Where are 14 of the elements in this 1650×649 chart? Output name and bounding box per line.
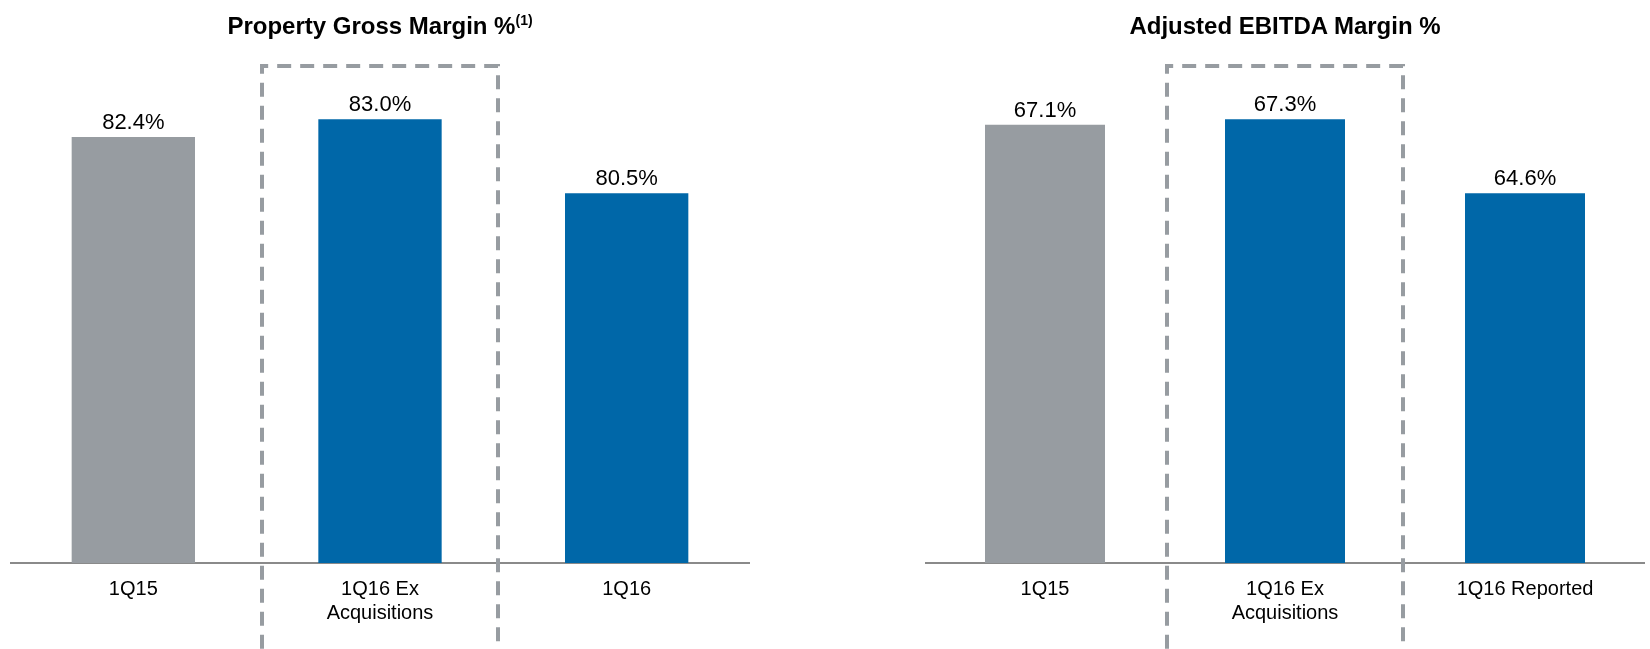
x-tick-label: 1Q16 Ex Acquisitions	[1231, 576, 1339, 623]
data-label: 67.1%	[1013, 96, 1077, 122]
data-label: 64.6%	[1493, 165, 1557, 191]
chart-title: Adjusted EBITDA Margin %	[1128, 12, 1442, 40]
data-label: 80.5%	[595, 165, 658, 191]
x-tick-label: 1Q16 Reported	[1456, 576, 1594, 599]
data-label: 83.0%	[348, 91, 412, 117]
data-label: 67.3%	[1253, 91, 1317, 117]
data-label: 82.4%	[102, 108, 165, 134]
x-tick-label: 1Q16 Ex Acquisitions	[326, 576, 434, 623]
x-tick-label: 1Q16	[602, 576, 652, 599]
x-tick-label: 1Q15	[1020, 576, 1070, 599]
chart-title: Property Gross Margin %$^{(1)}$	[226, 12, 534, 40]
x-tick-label: 1Q15	[108, 576, 158, 599]
